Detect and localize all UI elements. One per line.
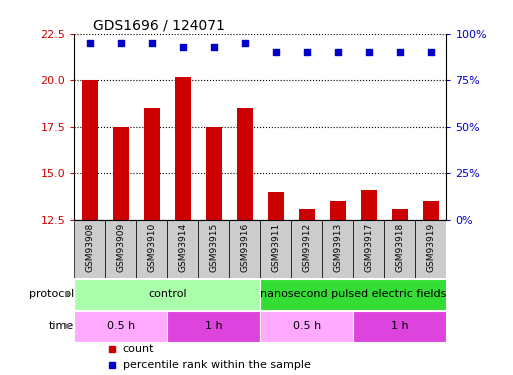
Text: protocol: protocol	[29, 289, 74, 299]
Bar	[299, 209, 314, 220]
FancyBboxPatch shape	[322, 220, 353, 278]
Bar	[144, 108, 160, 220]
Bar	[175, 76, 191, 220]
Point	[210, 44, 218, 50]
Text: GSM93915: GSM93915	[209, 223, 219, 272]
FancyBboxPatch shape	[74, 279, 260, 309]
Text: GSM93910: GSM93910	[147, 223, 156, 272]
Text: 0.5 h: 0.5 h	[293, 321, 321, 331]
FancyBboxPatch shape	[167, 311, 260, 342]
FancyBboxPatch shape	[167, 220, 199, 278]
Text: nanosecond pulsed electric fields: nanosecond pulsed electric fields	[260, 289, 446, 299]
Text: GSM93909: GSM93909	[116, 223, 125, 272]
FancyBboxPatch shape	[260, 311, 353, 342]
Text: GSM93919: GSM93919	[426, 223, 436, 272]
Point	[179, 44, 187, 50]
Text: GSM93908: GSM93908	[85, 223, 94, 272]
Text: 0.5 h: 0.5 h	[107, 321, 135, 331]
Text: 1 h: 1 h	[391, 321, 409, 331]
Bar	[268, 192, 284, 220]
Point	[334, 50, 342, 55]
Bar	[237, 108, 252, 220]
Point	[272, 50, 280, 55]
Text: time: time	[49, 321, 74, 331]
Point	[365, 50, 373, 55]
Bar	[423, 201, 439, 220]
Point	[396, 50, 404, 55]
Text: control: control	[148, 289, 187, 299]
Bar	[82, 80, 97, 220]
Text: GDS1696 / 124071: GDS1696 / 124071	[93, 19, 225, 33]
Bar	[330, 201, 346, 220]
Point	[148, 40, 156, 46]
Bar	[206, 127, 222, 220]
FancyBboxPatch shape	[136, 220, 167, 278]
Text: 1 h: 1 h	[205, 321, 223, 331]
FancyBboxPatch shape	[384, 220, 416, 278]
Text: GSM93913: GSM93913	[333, 223, 342, 272]
FancyBboxPatch shape	[416, 220, 446, 278]
Text: count: count	[123, 344, 154, 354]
Bar	[392, 209, 407, 220]
Text: GSM93916: GSM93916	[241, 223, 249, 272]
FancyBboxPatch shape	[291, 220, 322, 278]
Point	[427, 50, 435, 55]
FancyBboxPatch shape	[229, 220, 260, 278]
Point	[117, 40, 125, 46]
Text: GSM93911: GSM93911	[271, 223, 280, 272]
FancyBboxPatch shape	[74, 220, 105, 278]
FancyBboxPatch shape	[74, 311, 167, 342]
FancyBboxPatch shape	[260, 220, 291, 278]
Text: GSM93914: GSM93914	[179, 223, 187, 272]
Text: GSM93912: GSM93912	[302, 223, 311, 272]
Text: GSM93917: GSM93917	[364, 223, 373, 272]
Text: percentile rank within the sample: percentile rank within the sample	[123, 360, 310, 370]
FancyBboxPatch shape	[105, 220, 136, 278]
Text: GSM93918: GSM93918	[396, 223, 404, 272]
FancyBboxPatch shape	[199, 220, 229, 278]
Bar	[361, 190, 377, 220]
Bar	[113, 127, 129, 220]
FancyBboxPatch shape	[260, 279, 446, 309]
Point	[303, 50, 311, 55]
Point	[241, 40, 249, 46]
FancyBboxPatch shape	[353, 311, 446, 342]
FancyBboxPatch shape	[353, 220, 384, 278]
Point	[86, 40, 94, 46]
